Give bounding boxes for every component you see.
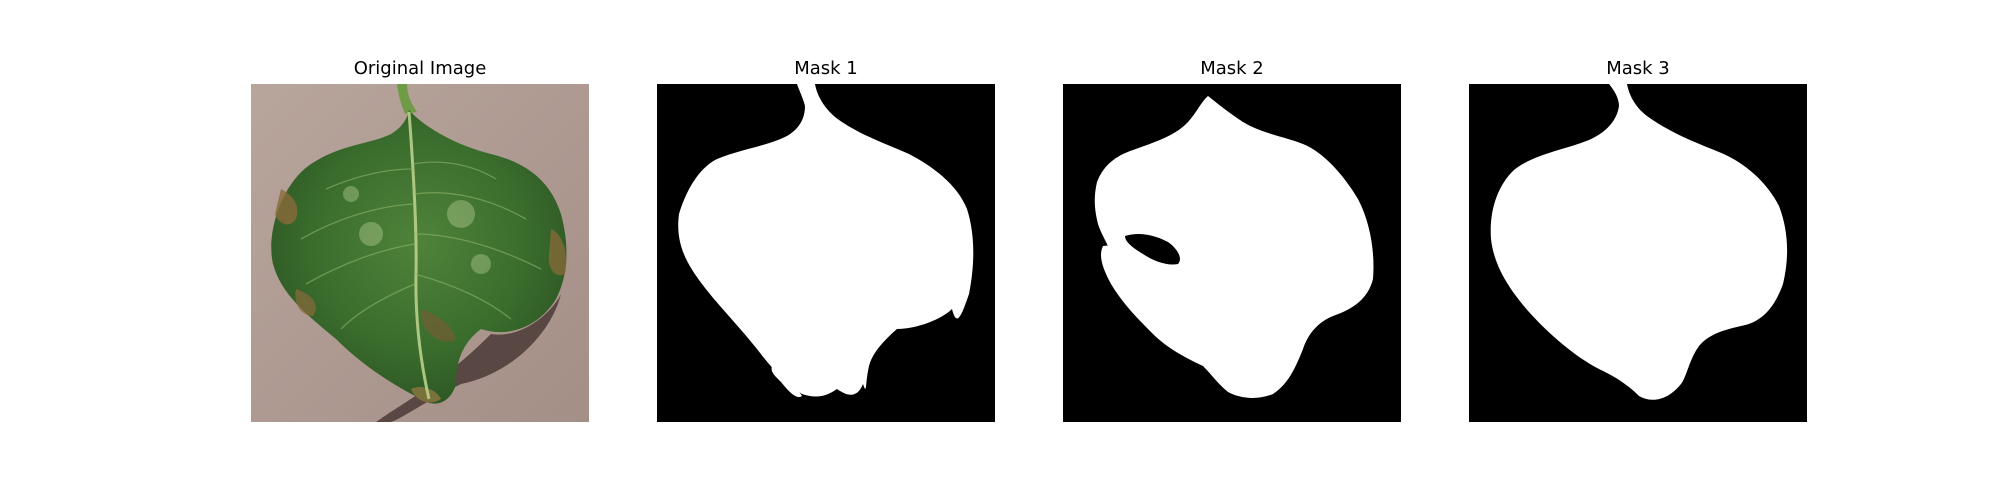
panel-title: Mask 2 [1200, 58, 1264, 79]
leaf-spot-lower [421, 309, 456, 342]
leaf-body [271, 110, 567, 404]
mask-hole [1125, 234, 1180, 265]
leaf-veins [300, 161, 542, 330]
mask-2-image [1063, 84, 1401, 422]
leaf-edge-left [275, 189, 298, 225]
mask-region [1094, 96, 1374, 398]
leaf-shadow [376, 294, 561, 422]
mask-region [1490, 84, 1788, 400]
panel-mask-3: Mask 3 [1469, 58, 1807, 426]
mask-speck [1275, 190, 1279, 194]
mask-fragment [771, 366, 802, 398]
panel-original-image: Original Image [251, 58, 589, 426]
mask-3-image [1469, 84, 1807, 422]
mask-1-image [657, 84, 995, 422]
leaf-photo [251, 84, 589, 422]
leaf-highlights [343, 186, 491, 274]
panel-title: Original Image [353, 58, 487, 79]
leaf-edge-right [548, 229, 567, 276]
panel-mask-1: Mask 1 [657, 58, 995, 426]
panel-title: Mask 1 [794, 58, 858, 79]
leaf-edge-bottom [295, 289, 316, 316]
mask-fragment [952, 282, 967, 304]
leaf-stem [397, 84, 417, 114]
panel-title: Mask 3 [1606, 58, 1670, 79]
leaf-tip-brown [411, 387, 441, 403]
mask-region [678, 84, 974, 397]
panel-mask-2: Mask 2 [1063, 58, 1401, 426]
